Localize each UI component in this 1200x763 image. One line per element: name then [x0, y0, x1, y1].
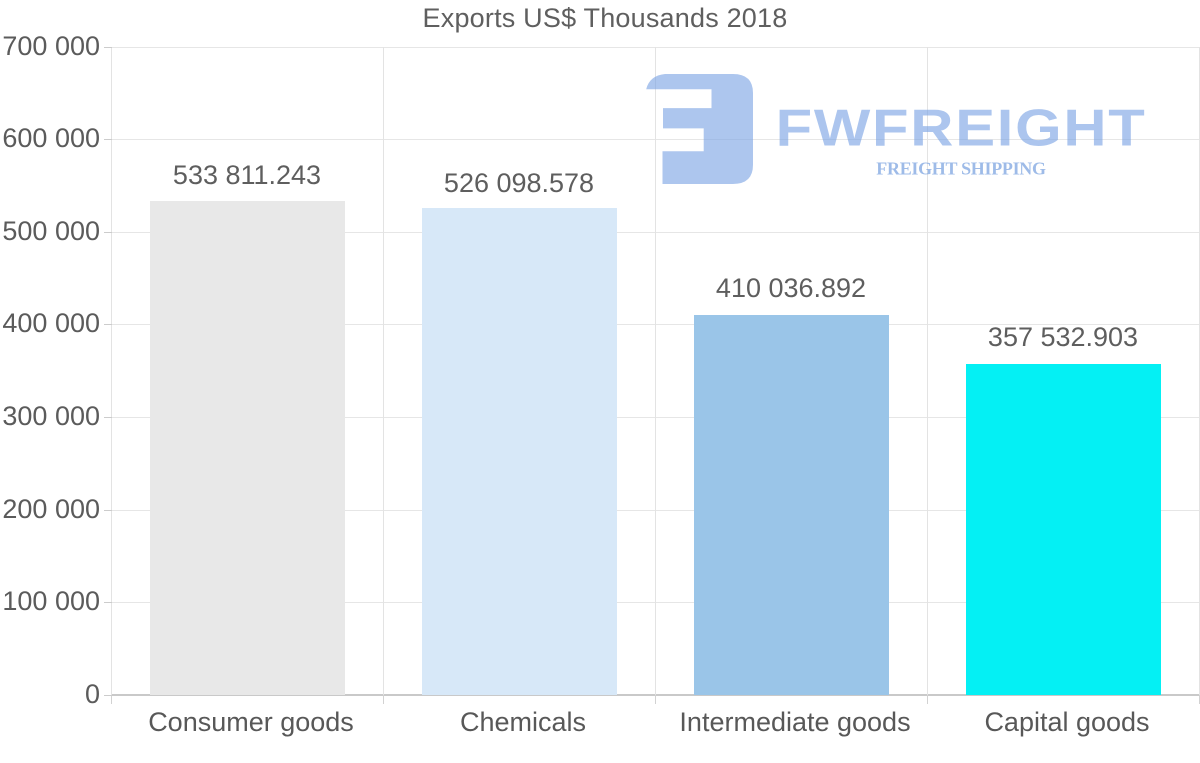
svg-text:FWFREIGHT: FWFREIGHT	[776, 98, 1147, 156]
svg-text:FREIGHT SHIPPING: FREIGHT SHIPPING	[876, 159, 1046, 179]
